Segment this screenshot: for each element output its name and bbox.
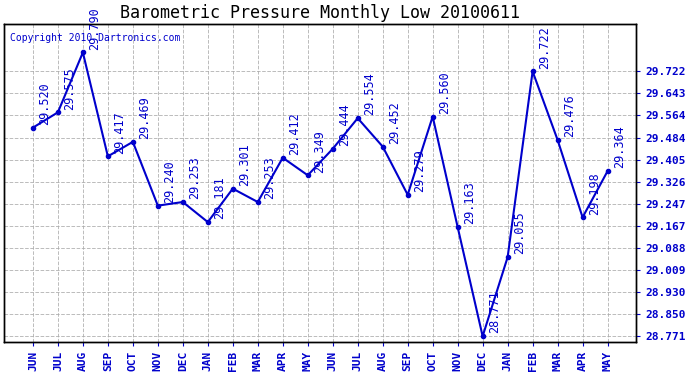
Text: 29.560: 29.560 xyxy=(438,71,451,114)
Text: 29.476: 29.476 xyxy=(563,94,576,137)
Text: 29.253: 29.253 xyxy=(188,156,201,199)
Text: 29.279: 29.279 xyxy=(413,149,426,192)
Text: 29.575: 29.575 xyxy=(63,67,77,110)
Text: 29.055: 29.055 xyxy=(513,211,526,254)
Text: 29.181: 29.181 xyxy=(213,177,226,219)
Text: 29.790: 29.790 xyxy=(88,7,101,50)
Text: 29.253: 29.253 xyxy=(264,156,276,199)
Text: 29.452: 29.452 xyxy=(388,101,402,144)
Text: Copyright 2010 Dartronics.com: Copyright 2010 Dartronics.com xyxy=(10,33,181,43)
Text: 29.364: 29.364 xyxy=(613,126,626,168)
Text: 29.520: 29.520 xyxy=(39,82,52,125)
Text: 29.198: 29.198 xyxy=(588,172,601,214)
Text: 29.301: 29.301 xyxy=(238,143,251,186)
Text: 29.444: 29.444 xyxy=(338,103,351,146)
Text: 29.240: 29.240 xyxy=(164,160,177,203)
Text: 29.163: 29.163 xyxy=(463,182,476,224)
Text: 29.469: 29.469 xyxy=(139,96,151,139)
Text: 29.412: 29.412 xyxy=(288,112,302,155)
Text: 29.417: 29.417 xyxy=(113,111,126,154)
Text: 29.722: 29.722 xyxy=(538,26,551,69)
Text: 29.349: 29.349 xyxy=(313,130,326,172)
Text: 29.554: 29.554 xyxy=(363,73,376,116)
Text: 28.771: 28.771 xyxy=(489,291,501,333)
Title: Barometric Pressure Monthly Low 20100611: Barometric Pressure Monthly Low 20100611 xyxy=(120,4,520,22)
